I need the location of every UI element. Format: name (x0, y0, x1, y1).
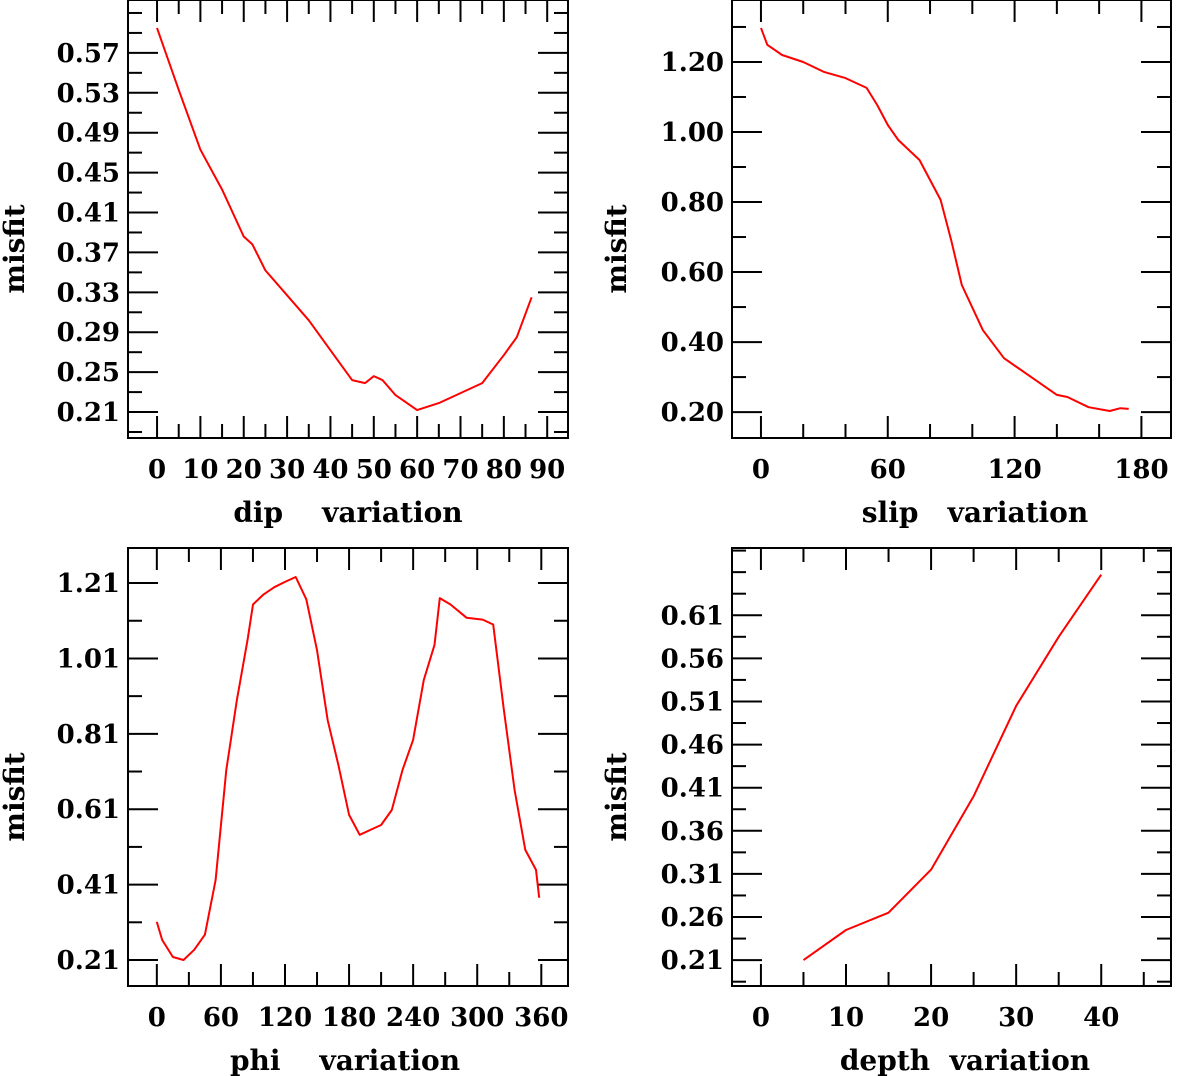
y-tick-label: 0.80 (661, 188, 724, 218)
y-tick-label: 0.40 (661, 328, 724, 358)
y-tick-label: 0.56 (661, 644, 724, 674)
misfit-line (802, 574, 1103, 961)
plot-frame (731, 0, 1172, 439)
x-axis-label: depth variation (840, 1044, 1090, 1076)
y-tick-label: 0.25 (57, 358, 120, 388)
y-tick-label: 1.21 (57, 569, 120, 599)
y-axis-label: misfit (0, 204, 31, 293)
y-tick-label: 0.33 (57, 278, 120, 308)
y-tick-label: 0.61 (57, 795, 120, 825)
y-tick-label: 1.01 (57, 644, 120, 674)
x-tick-label: 0 (752, 1003, 770, 1033)
x-tick-label: 80 (486, 455, 522, 485)
y-tick-label: 0.61 (661, 601, 724, 631)
y-axis-label: misfit (0, 752, 31, 841)
subplot-4: 0 10 20 30 40 0.21 0.26 0.31 0.36 0.41 0.46 0.51 0.5… (600, 547, 1172, 1076)
x-tick-label: 70 (442, 455, 478, 485)
x-tick-label: 0 (148, 1003, 166, 1033)
x-tick-label: 120 (258, 1003, 312, 1033)
x-tick-label: 30 (998, 1003, 1034, 1033)
y-tick-label: 0.49 (57, 119, 120, 149)
y-tick-label: 1.00 (661, 118, 724, 148)
x-tick-label: 20 (226, 455, 262, 485)
x-tick-label: 180 (322, 1003, 376, 1033)
y-axis-label: misfit (600, 204, 633, 293)
y-tick-label: 0.21 (57, 946, 120, 976)
misfit-line (155, 576, 541, 961)
y-tick-label: 1.20 (661, 48, 724, 78)
x-axis-label: phi variation (230, 1044, 460, 1076)
misfit-line (156, 27, 533, 412)
x-tick-label: 40 (1083, 1003, 1119, 1033)
y-axis-label: misfit (600, 752, 633, 841)
misfit-line (760, 27, 1129, 412)
x-tick-label: 240 (386, 1003, 440, 1033)
x-tick-label: 30 (269, 455, 305, 485)
y-tick-label: 0.37 (57, 238, 120, 268)
x-tick-label: 10 (182, 455, 218, 485)
y-tick-label: 0.26 (661, 903, 724, 933)
x-axis-label: slip variation (862, 496, 1088, 529)
x-tick-label: 40 (312, 455, 348, 485)
y-tick-label: 0.53 (57, 79, 120, 109)
y-tick-label: 0.21 (57, 398, 120, 428)
x-tick-label: 20 (913, 1003, 949, 1033)
y-tick-label: 0.41 (57, 871, 120, 901)
x-tick-label: 360 (514, 1003, 568, 1033)
x-tick-label: 60 (203, 1003, 239, 1033)
y-tick-label: 0.41 (661, 774, 724, 804)
y-tick-label: 0.41 (57, 199, 120, 229)
plot-frame (127, 0, 569, 439)
y-tick-label: 0.45 (57, 159, 120, 189)
y-tick-label: 0.51 (661, 687, 724, 717)
x-tick-label: 90 (529, 455, 565, 485)
y-tick-label: 0.46 (661, 731, 724, 761)
subplot-3: 0 60 120 180 240 300 360 0.21 0.41 0.61 0.81 1.01 1.… (0, 547, 569, 1076)
subplot-2: 0 60 120 180 0.20 0.40 0.60 0.80 1.00 1.20 slip va… (600, 0, 1172, 529)
y-tick-label: 0.57 (57, 39, 120, 69)
y-tick-label: 0.60 (661, 258, 724, 288)
x-axis-label: dip variation (233, 496, 462, 529)
x-tick-label: 50 (356, 455, 392, 485)
plot-frame (731, 547, 1172, 987)
x-tick-label: 60 (399, 455, 435, 485)
subplot-1: 0 10 20 30 40 50 60 70 80 90 0.21 0.25 0.29 0.33 0.37 0… (0, 0, 569, 529)
y-tick-label: 0.36 (661, 817, 724, 847)
y-tick-label: 0.81 (57, 720, 120, 750)
x-tick-label: 0 (148, 455, 166, 485)
x-tick-label: 0 (752, 455, 770, 485)
y-tick-label: 0.21 (661, 946, 724, 976)
x-tick-label: 60 (870, 455, 906, 485)
x-tick-label: 120 (987, 455, 1041, 485)
y-tick-label: 0.20 (661, 398, 724, 428)
x-tick-label: 180 (1114, 455, 1168, 485)
x-tick-label: 300 (450, 1003, 504, 1033)
plot-frame (127, 547, 569, 987)
x-tick-label: 10 (828, 1003, 864, 1033)
y-tick-label: 0.31 (661, 860, 724, 890)
y-tick-label: 0.29 (57, 318, 120, 348)
